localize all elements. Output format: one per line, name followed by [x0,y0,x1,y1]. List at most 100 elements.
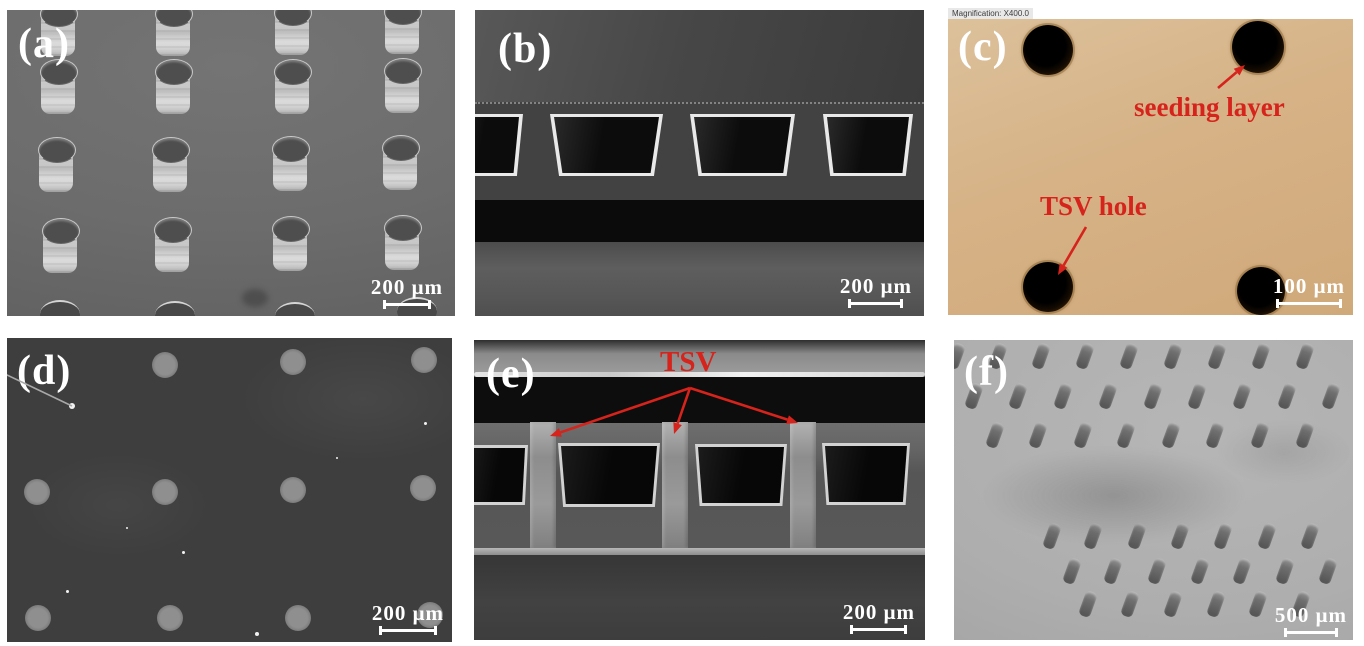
pillar-top-face-partial [40,300,80,316]
filled-via-dot [280,477,306,503]
via-slot [1206,341,1228,371]
pillar-top-face [152,137,190,163]
panel-a-sem-pillar-array: (a) 200 μm [7,10,455,316]
scalebar-text-a: 200 μm [370,275,443,299]
via-slot [984,420,1006,450]
via-slot [1142,381,1164,411]
resist-pillar [40,10,78,59]
bright-speck [125,526,129,530]
scalebar-text-c: 100 μm [1272,274,1345,298]
panel-label-f: (f) [964,349,1009,395]
via-slot [1146,556,1168,586]
via-slot [1205,589,1227,619]
via-slot [1115,420,1137,450]
panel-b-features [475,10,924,316]
resist-pillar [274,59,312,117]
pillar-top-face [384,215,422,241]
via-slot [1317,556,1339,586]
tsv-pillar-column [662,422,688,548]
via-opening-interior [827,117,909,173]
via-slot [1007,381,1029,411]
tsv-hole-circle [1232,21,1284,73]
resist-pillar [384,58,422,116]
via-slot [1097,381,1119,411]
scalebar-line-b [848,299,904,308]
via-slot [1119,589,1141,619]
via-slot [1052,381,1074,411]
panel-e-substrate [474,555,925,640]
via-opening-interior [554,117,659,173]
pillar-top-face [40,59,78,85]
via-slot [1061,556,1083,586]
panel-label-e: (e) [486,351,536,397]
panel-d-sem-top-view: (d) 200 μm [7,338,452,642]
resist-pillar [152,137,190,195]
annotation-seeding-layer: seeding layer [1134,92,1285,122]
pillar-top-face [38,137,76,163]
via-slot [1247,589,1269,619]
via-opening [550,114,663,176]
annotation-tsv-hole: TSV hole [1040,191,1147,221]
scalebar-e: 200 μm [842,600,915,634]
scalebar-f: 500 μm [1274,603,1347,637]
scalebar-b: 200 μm [839,274,912,308]
scalebar-line-a [382,300,431,309]
pillar-top-face [154,217,192,243]
resist-pillar [40,59,78,117]
filled-via-dot [410,475,436,501]
scalebar-d: 200 μm [372,601,444,635]
panel-a-features [7,10,455,316]
panel-d-features [7,338,452,642]
panel-e-bright-line [474,372,925,377]
via-slot [1274,556,1296,586]
resist-pillar [382,135,420,193]
filled-via-dot [280,349,306,375]
panel-f-sem-slot-array: (f) 500 μm [954,340,1353,640]
surface-smudge [984,447,1244,543]
scalebar-line-f [1283,628,1338,637]
panel-label-d: (d) [17,348,72,394]
dark-spot [242,289,268,307]
resist-pillar [272,216,310,274]
via-slot [1320,381,1342,411]
scalebar-a: 200 μm [370,275,443,309]
filled-via-dot [285,605,311,631]
tsv-pillar-column [790,422,816,548]
magnification-strip: Magnification: X400.0 [948,8,1033,20]
resist-pillar [42,218,80,276]
via-slot [1250,341,1272,371]
scalebar-line-d [378,626,437,635]
via-slot [1189,556,1211,586]
pillar-top-face [274,59,312,85]
resist-pillar [38,137,76,195]
resist-pillar [274,10,312,58]
surface-smudge [1219,422,1349,482]
via-slot [1102,556,1124,586]
bright-speck [336,457,338,459]
resist-pillar [155,10,193,59]
pillar-top-face [384,58,422,84]
filled-via-dot [152,352,178,378]
scalebar-text-f: 500 μm [1274,603,1347,627]
filled-via-dot [157,605,183,631]
via-opening-interior [694,117,791,173]
panel-e-features [474,340,925,640]
via-slot [1256,521,1278,551]
scalebar-text-e: 200 μm [842,600,915,624]
via-slot [1160,420,1182,450]
cavity-opening [695,444,787,506]
via-opening-interior [475,117,519,173]
panel-e-top-band [474,340,925,374]
scalebar-text-b: 200 μm [839,274,912,298]
cavity-interior [474,448,525,502]
filled-via-dot [411,347,437,373]
via-slot [1276,381,1298,411]
cavity-opening [822,443,910,505]
cavity-interior [561,446,657,504]
panel-e-sem-tsv-cross-section: (e) TSV 200 μm [474,340,925,640]
via-slot [1072,420,1094,450]
panel-label-b: (b) [498,26,553,72]
filled-via-dot [417,602,443,628]
resist-pillar [272,136,310,194]
